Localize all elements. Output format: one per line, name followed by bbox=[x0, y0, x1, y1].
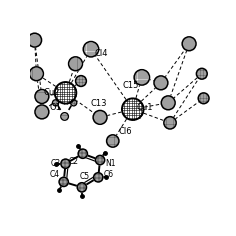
Circle shape bbox=[71, 100, 77, 106]
Text: Cu1: Cu1 bbox=[137, 103, 153, 112]
Circle shape bbox=[122, 98, 143, 120]
Circle shape bbox=[164, 117, 176, 129]
Circle shape bbox=[78, 149, 87, 158]
Circle shape bbox=[76, 76, 86, 86]
Circle shape bbox=[95, 156, 105, 165]
Circle shape bbox=[134, 70, 150, 85]
Text: C6: C6 bbox=[104, 170, 114, 179]
Text: Cl6: Cl6 bbox=[118, 127, 132, 136]
Circle shape bbox=[59, 177, 68, 186]
Circle shape bbox=[35, 89, 49, 103]
Text: Cl4: Cl4 bbox=[95, 49, 109, 58]
Text: Cu2: Cu2 bbox=[43, 88, 60, 97]
Text: O1: O1 bbox=[49, 103, 61, 112]
Circle shape bbox=[93, 110, 107, 124]
Text: C13: C13 bbox=[90, 99, 107, 108]
Circle shape bbox=[107, 135, 119, 147]
Text: C4: C4 bbox=[49, 170, 59, 179]
Text: N1: N1 bbox=[105, 159, 116, 168]
Circle shape bbox=[52, 100, 59, 106]
Text: C2: C2 bbox=[68, 157, 79, 166]
Circle shape bbox=[198, 93, 209, 104]
Circle shape bbox=[61, 159, 70, 168]
Circle shape bbox=[83, 42, 99, 57]
Circle shape bbox=[30, 67, 43, 81]
Circle shape bbox=[154, 76, 168, 90]
Circle shape bbox=[69, 57, 82, 71]
Circle shape bbox=[28, 33, 42, 47]
Text: C15: C15 bbox=[123, 80, 139, 90]
Circle shape bbox=[196, 68, 207, 79]
Circle shape bbox=[94, 173, 103, 182]
Text: C5: C5 bbox=[80, 172, 90, 181]
Circle shape bbox=[77, 183, 87, 192]
Circle shape bbox=[35, 105, 49, 119]
Circle shape bbox=[161, 96, 175, 110]
Circle shape bbox=[55, 82, 76, 104]
Circle shape bbox=[61, 113, 68, 120]
Circle shape bbox=[182, 37, 196, 51]
Text: C3: C3 bbox=[51, 159, 61, 168]
